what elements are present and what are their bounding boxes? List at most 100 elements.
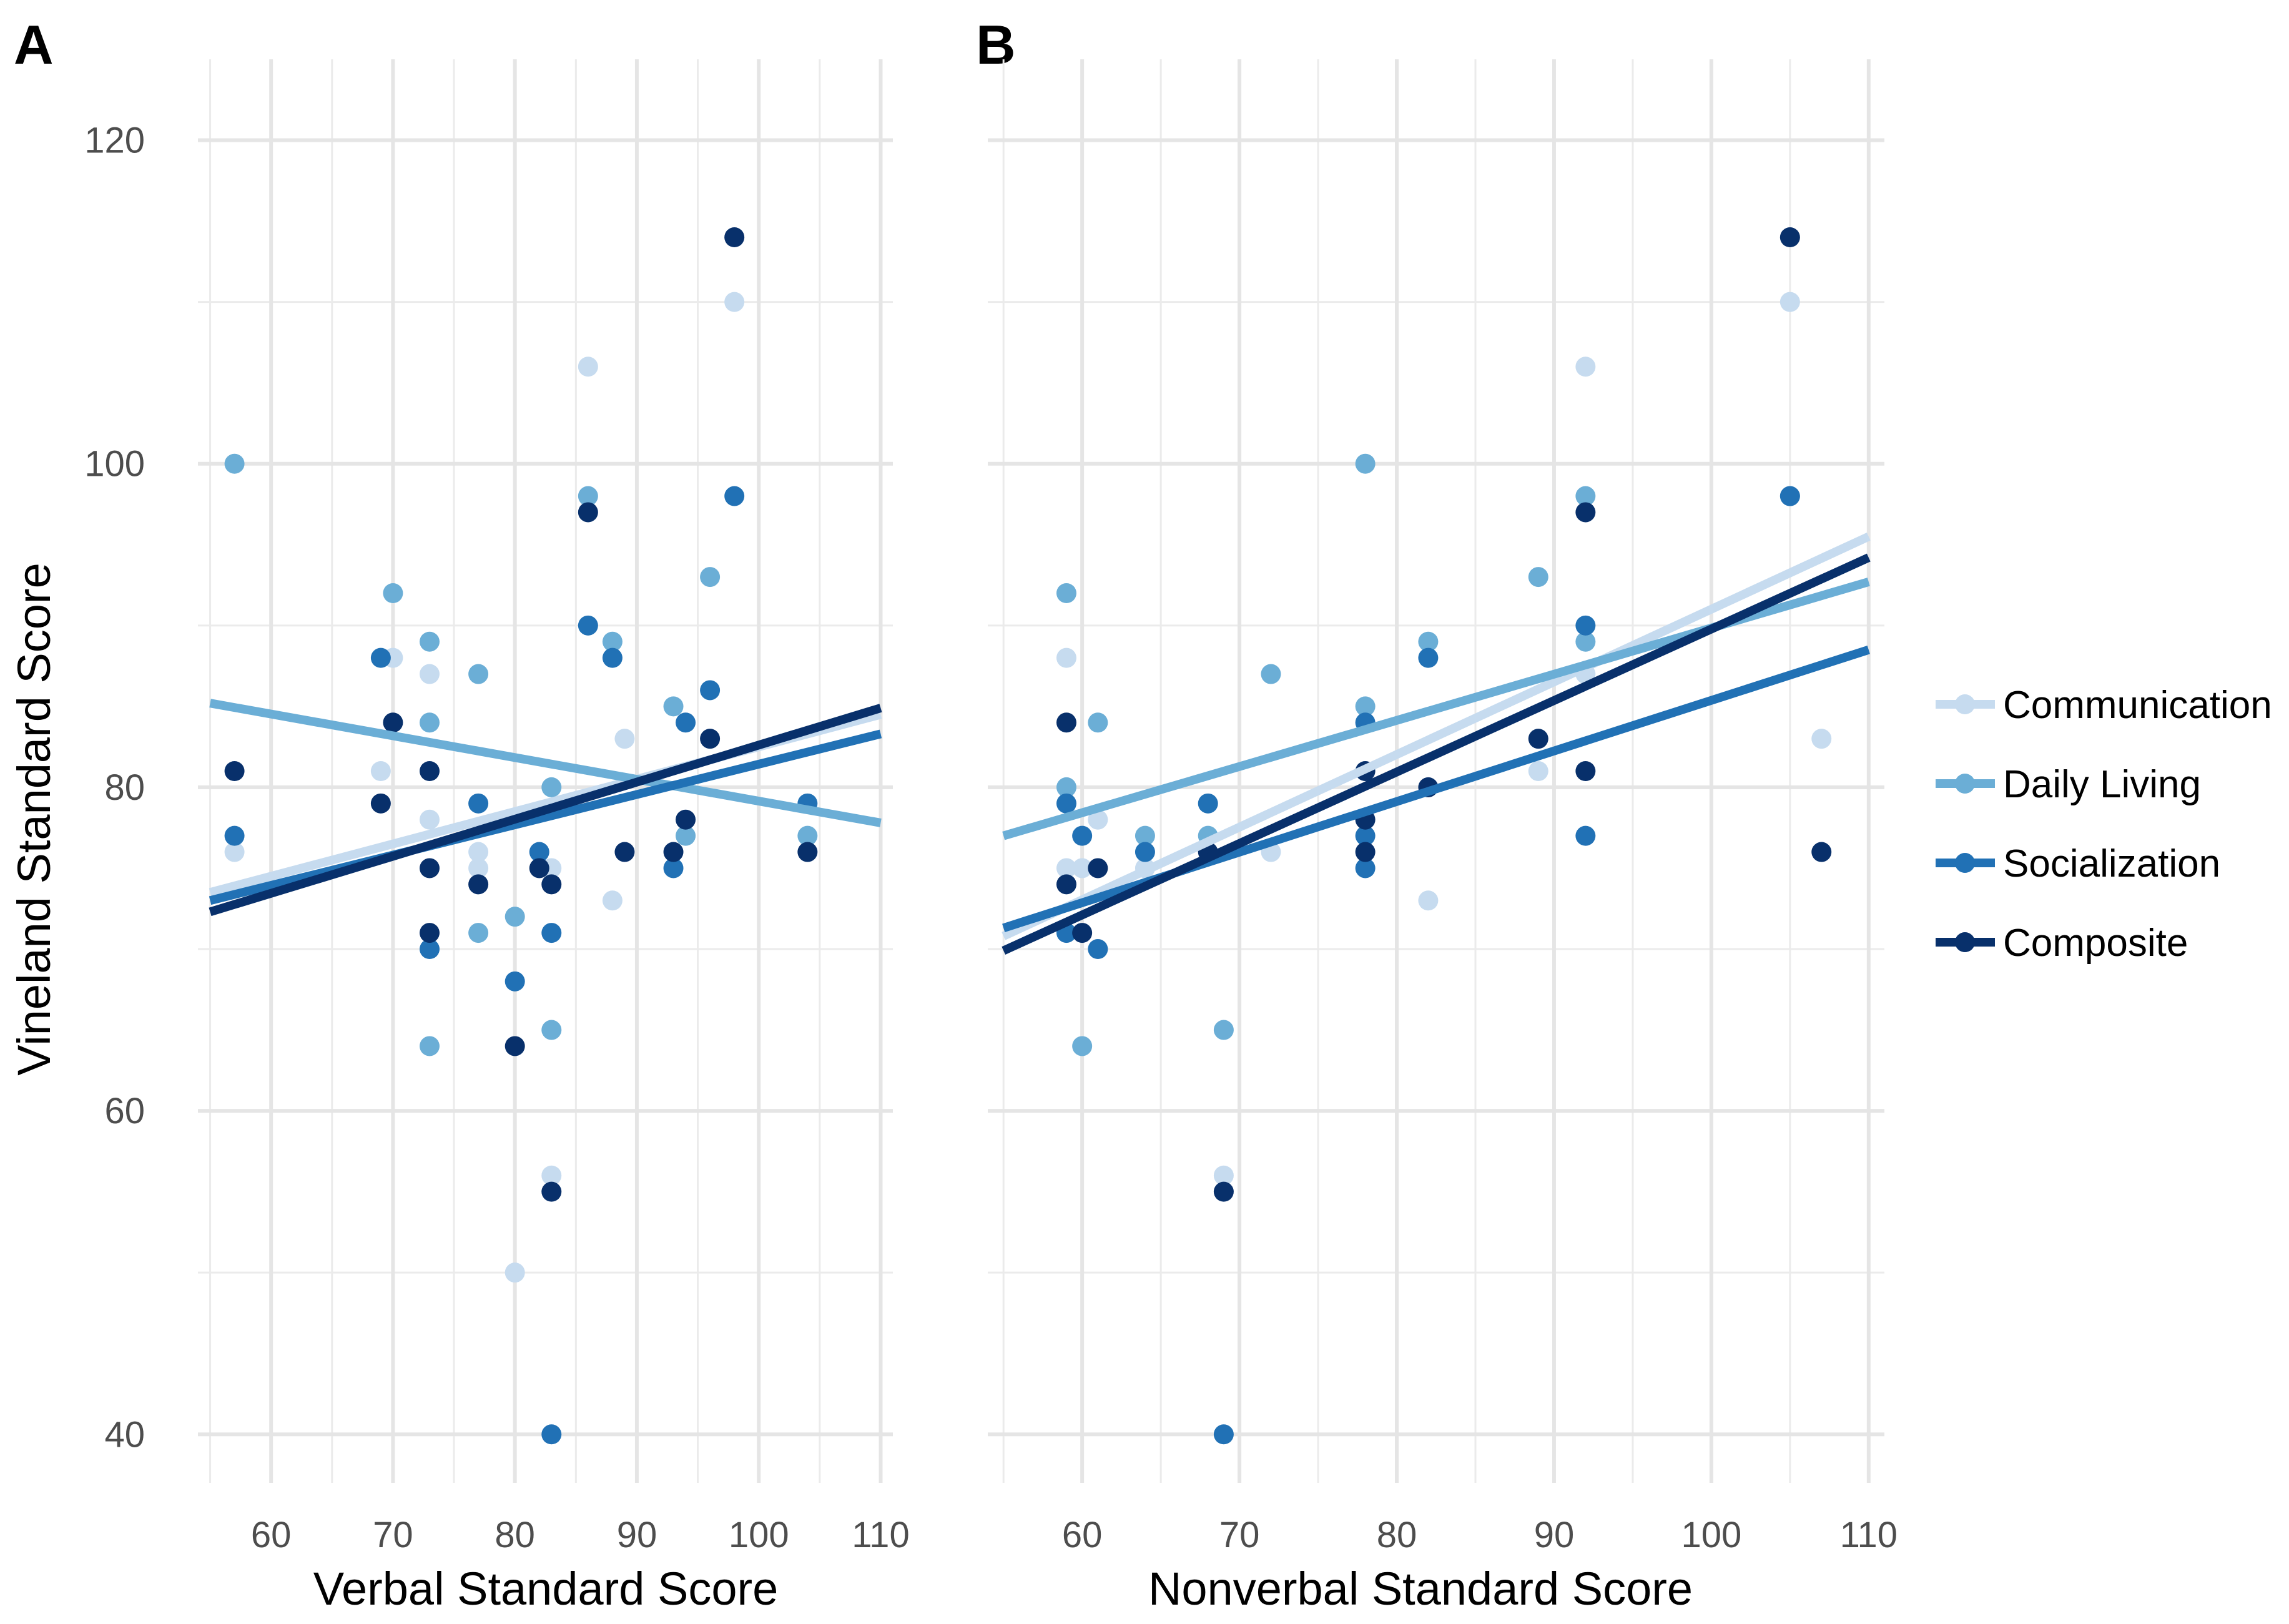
panel-a-points xyxy=(224,227,818,1445)
legend: Communication Daily Living Socialization Co… xyxy=(1936,684,2272,965)
point-composite xyxy=(420,923,440,943)
point-communication xyxy=(1056,647,1076,668)
point-composite xyxy=(224,761,245,781)
point-composite xyxy=(1811,842,1832,862)
point-daily_living xyxy=(1575,486,1596,506)
point-communication xyxy=(1418,890,1439,911)
point-daily_living xyxy=(1056,777,1076,797)
point-daily_living xyxy=(541,1020,562,1040)
point-socialization xyxy=(663,858,684,878)
legend-item-composite: Composite xyxy=(1936,922,2188,965)
point-socialization xyxy=(541,1424,562,1445)
point-socialization xyxy=(700,680,721,701)
legend-item-daily_living: Daily Living xyxy=(1936,763,2201,806)
point-composite xyxy=(1056,874,1076,895)
point-composite xyxy=(663,842,684,862)
point-communication xyxy=(1213,1165,1234,1186)
point-communication xyxy=(1575,357,1596,377)
panel-a-fit-lines xyxy=(209,699,882,917)
panel-a-grid xyxy=(198,59,893,1483)
point-socialization xyxy=(602,647,623,668)
point-socialization xyxy=(1088,939,1108,959)
point-daily_living xyxy=(700,567,721,588)
x-tick-label: 80 xyxy=(495,1515,535,1555)
point-socialization xyxy=(724,486,745,506)
point-daily_living xyxy=(420,1036,440,1056)
x-tick-label: 90 xyxy=(1534,1515,1575,1555)
panel-tag-b: B xyxy=(976,14,1016,76)
x-tick-label: 70 xyxy=(373,1515,413,1555)
fit-line-communication xyxy=(1002,532,1871,940)
y-tick-label: 60 xyxy=(104,1091,145,1131)
y-tick-label: 40 xyxy=(104,1414,145,1455)
point-composite xyxy=(1088,858,1108,878)
point-socialization xyxy=(1135,842,1155,862)
point-daily_living xyxy=(1418,631,1439,652)
point-socialization xyxy=(1056,793,1076,814)
point-communication xyxy=(420,664,440,684)
point-daily_living xyxy=(602,631,623,652)
point-communication xyxy=(541,1165,562,1186)
point-socialization xyxy=(1575,615,1596,636)
x-tick-label: 90 xyxy=(617,1515,657,1555)
point-composite xyxy=(468,874,489,895)
legend-item-communication: Communication xyxy=(1936,684,2272,727)
point-daily_living xyxy=(420,712,440,733)
point-socialization xyxy=(370,647,391,668)
point-socialization xyxy=(1355,825,1376,846)
point-socialization xyxy=(1575,825,1596,846)
fit-line-daily_living xyxy=(209,699,882,827)
point-socialization xyxy=(505,971,525,992)
point-socialization xyxy=(1198,793,1218,814)
x-tick-label: 80 xyxy=(1377,1515,1417,1555)
point-daily_living xyxy=(420,631,440,652)
point-daily_living xyxy=(578,486,598,506)
point-communication xyxy=(420,809,440,830)
x-tick-label: 60 xyxy=(251,1515,292,1555)
point-communication xyxy=(602,890,623,911)
panel-a: A 60 70 80 90 100 110 40 60 80 100 120 Verbal Sta… xyxy=(8,14,910,1615)
point-composite xyxy=(1355,842,1376,862)
point-daily_living xyxy=(676,825,696,846)
point-socialization xyxy=(578,615,598,636)
point-communication xyxy=(1528,761,1548,781)
fit-line-composite xyxy=(1002,553,1871,955)
point-communication xyxy=(468,858,489,878)
point-socialization xyxy=(1418,647,1439,668)
panel-b-points xyxy=(1056,227,1832,1445)
point-daily_living xyxy=(468,923,489,943)
legend-item-socialization: Socialization xyxy=(1936,842,2220,885)
point-composite xyxy=(529,858,549,878)
point-daily_living xyxy=(1528,567,1548,588)
panel-tag-a: A xyxy=(14,14,54,76)
point-daily_living xyxy=(468,664,489,684)
point-daily_living xyxy=(224,453,245,474)
x-tick-label: 100 xyxy=(1681,1515,1741,1555)
point-communication xyxy=(468,842,489,862)
legend-key-point xyxy=(1955,853,1975,873)
point-communication xyxy=(505,1262,525,1283)
point-socialization xyxy=(1072,825,1093,846)
point-socialization xyxy=(468,793,489,814)
legend-key-point xyxy=(1955,932,1975,952)
legend-key-point xyxy=(1955,694,1975,714)
y-tick-label: 100 xyxy=(84,444,145,485)
point-composite xyxy=(1072,923,1093,943)
x-tick-label: 60 xyxy=(1062,1515,1103,1555)
point-socialization xyxy=(1355,858,1376,878)
point-socialization xyxy=(541,923,562,943)
point-composite xyxy=(1575,761,1596,781)
point-composite xyxy=(1056,712,1076,733)
point-communication xyxy=(1088,809,1108,830)
point-socialization xyxy=(1780,486,1800,506)
point-composite xyxy=(1780,227,1800,247)
point-composite xyxy=(797,842,818,862)
fit-line-socialization xyxy=(209,729,882,905)
panel-b-x-axis-title: Nonverbal Standard Score xyxy=(1148,1563,1693,1615)
legend-label: Daily Living xyxy=(2003,763,2201,806)
point-daily_living xyxy=(1056,583,1076,603)
point-socialization xyxy=(529,842,549,862)
y-axis-title: Vineland Standard Score xyxy=(8,563,60,1075)
panel-b-x-tick-labels: 60 70 80 90 100 110 xyxy=(1062,1515,1898,1555)
point-composite xyxy=(614,842,635,862)
